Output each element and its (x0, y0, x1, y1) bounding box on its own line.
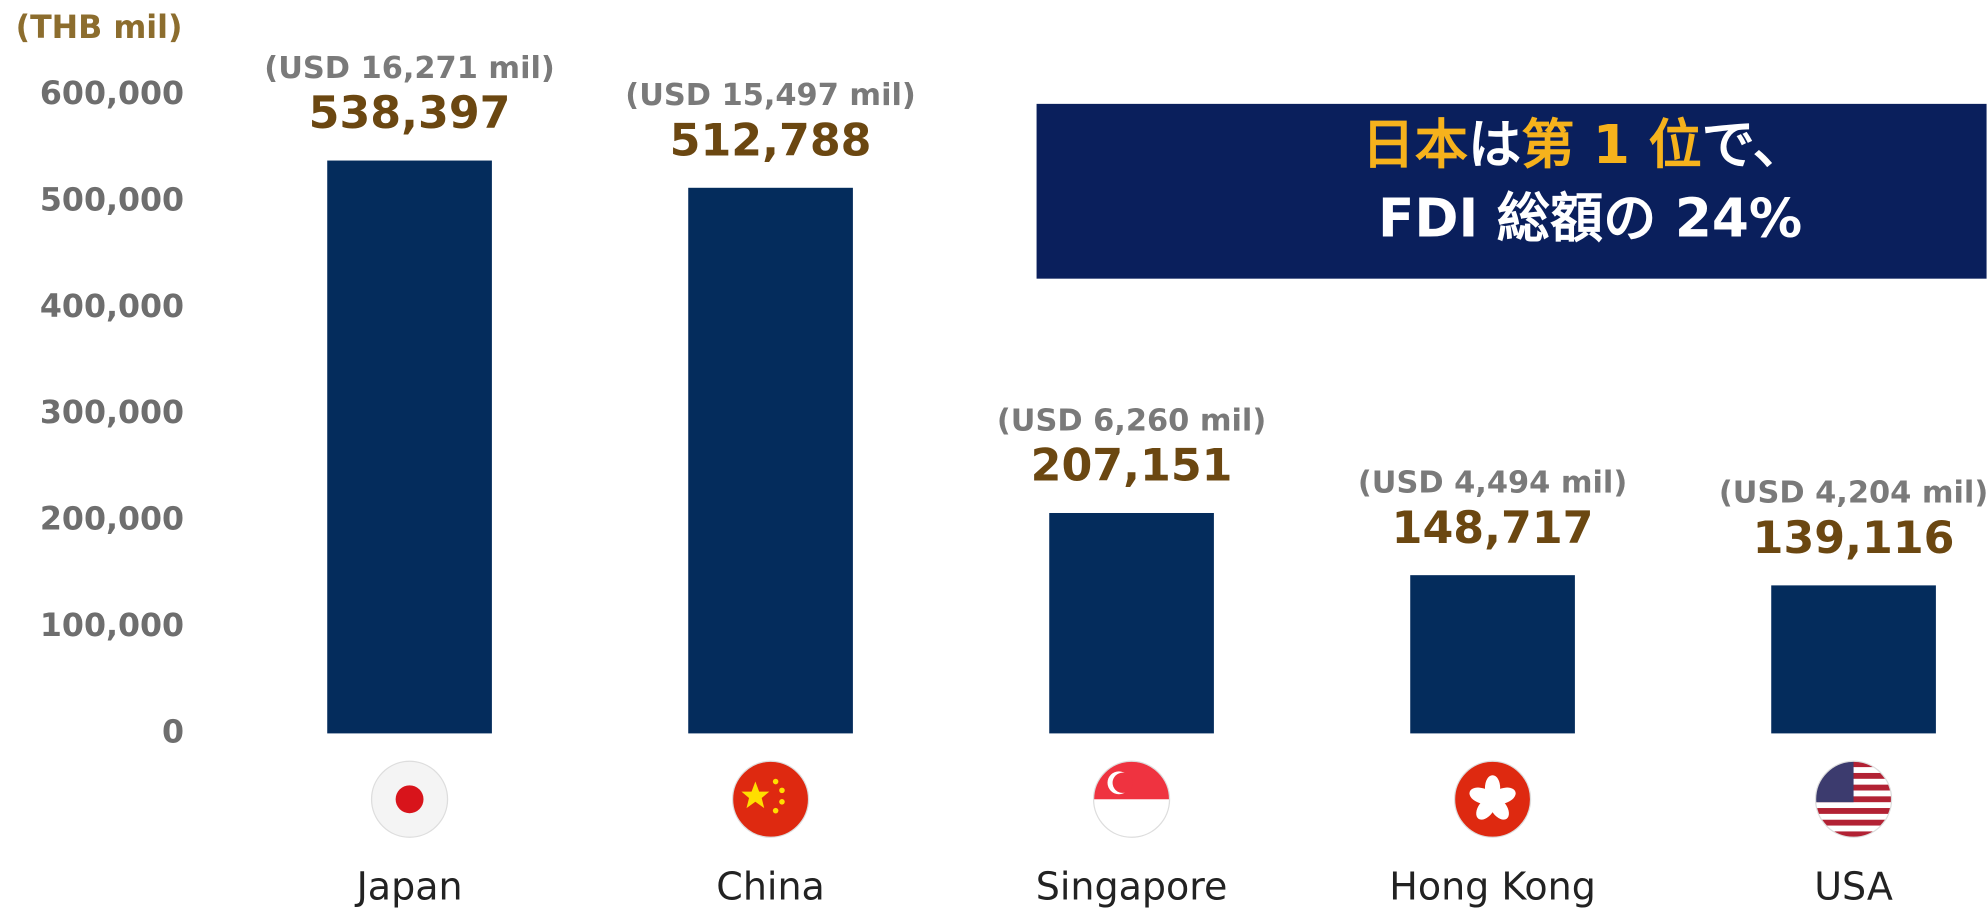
x-tick-label: USA (1814, 865, 1893, 909)
y-tick-label: 0 (162, 714, 184, 750)
flag-ring (1453, 760, 1532, 838)
y-axis-label: (THB mil) (16, 10, 183, 46)
flag-stripe (1815, 808, 1892, 815)
x-tick-label: Singapore (1036, 865, 1228, 909)
flag-clip (1454, 761, 1531, 838)
annotation-highlight: 日本 (1362, 114, 1468, 176)
flag-stripe (1815, 813, 1892, 821)
annotation-box (1036, 103, 1987, 279)
usd-label: (USD 4,204 mil) (1719, 476, 1987, 511)
annotation-highlight: 第 1 位 (1521, 114, 1701, 176)
flag-ring (370, 760, 449, 838)
flag-clip (732, 761, 809, 838)
bar (1771, 585, 1936, 734)
flag-stripe (1815, 819, 1892, 826)
usd-label: (USD 4,494 mil) (1358, 465, 1627, 500)
annotation-text: で、 (1702, 114, 1806, 176)
annotation-line: 日本は第 1 位で、 (1362, 114, 1806, 176)
flag (1453, 760, 1532, 838)
flag-stripe (1815, 831, 1892, 838)
x-tick-label: Japan (355, 865, 463, 909)
flag-clip (1815, 761, 1892, 838)
flag-stripe (1815, 802, 1892, 809)
x-tick-label: China (716, 865, 825, 909)
flag-stripe (1815, 825, 1892, 832)
usd-label: (USD 6,260 mil) (997, 403, 1266, 438)
flag-moon (1112, 772, 1133, 793)
y-tick-label: 500,000 (40, 182, 184, 218)
flag (1092, 760, 1171, 838)
y-tick-label: 100,000 (40, 608, 184, 644)
flag-ring (1092, 760, 1171, 838)
flag-ring (731, 760, 810, 838)
flag-clip (371, 761, 448, 838)
flag-star (741, 781, 770, 809)
value-label: 207,151 (1031, 441, 1233, 492)
flag-disc (395, 785, 424, 814)
usd-label: (USD 16,271 mil) (264, 51, 555, 86)
annotation-line: FDI 総額の 24% (1378, 187, 1802, 249)
flag-canton (1815, 761, 1854, 803)
flag (1814, 760, 1893, 838)
bar (327, 160, 492, 734)
value-label: 139,116 (1753, 513, 1955, 564)
value-label: 148,717 (1392, 503, 1594, 554)
bar (1049, 512, 1214, 734)
flag-bg (732, 761, 809, 838)
y-tick-label: 600,000 (40, 76, 184, 112)
flag-star (772, 778, 779, 785)
flag-petal (1469, 787, 1494, 804)
value-label: 538,397 (309, 88, 511, 139)
bar (1410, 575, 1575, 734)
bar (688, 187, 853, 734)
annotation-text: は (1468, 114, 1521, 176)
y-tick-label: 200,000 (40, 502, 184, 538)
flag-ring (1814, 760, 1893, 838)
y-tick-label: 300,000 (40, 395, 184, 431)
flag (731, 760, 810, 838)
y-tick-label: 400,000 (40, 289, 184, 325)
flag-star (779, 799, 785, 805)
flag-star (779, 787, 785, 794)
flag (370, 760, 449, 838)
flag-bg (1093, 799, 1170, 838)
x-tick-label: Hong Kong (1389, 865, 1596, 909)
value-label: 512,788 (670, 115, 872, 166)
usd-label: (USD 15,497 mil) (625, 78, 916, 113)
flag-star (772, 807, 779, 814)
